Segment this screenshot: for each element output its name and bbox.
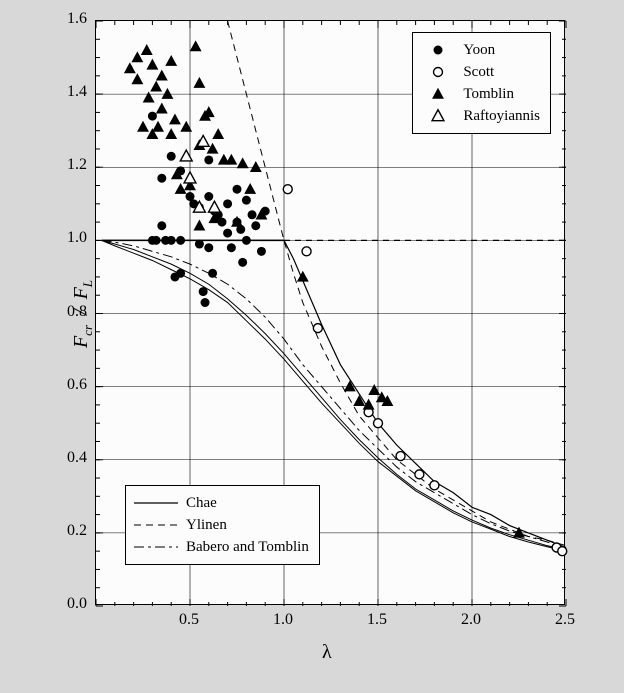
legend-label: Babero and Tomblin — [186, 539, 309, 556]
tick-label: 1.0 — [67, 229, 87, 247]
legend-label: Scott — [463, 64, 494, 81]
legend-item: Chae — [134, 492, 309, 514]
legend-label: Chae — [186, 495, 217, 512]
legend-label: Yoon — [463, 42, 495, 59]
tick-label: 2.0 — [461, 611, 481, 629]
tick-label: 2.5 — [555, 611, 575, 629]
tick-label: 1.4 — [67, 83, 87, 101]
legend-label: Tomblin — [463, 86, 514, 103]
figure: Fcr / FL λ 0.51.01.52.02.50.00.20.40.60.… — [0, 0, 624, 693]
series-Yoon — [148, 112, 270, 307]
tick-label: 1.6 — [67, 10, 87, 28]
tick-label: 0.2 — [67, 522, 87, 540]
tick-label: 1.5 — [367, 611, 387, 629]
legend-item: Scott — [421, 61, 540, 83]
legend-label: Raftoyiannis — [463, 108, 540, 125]
legend-item: Ylinen — [134, 514, 309, 536]
legend-item: Babero and Tomblin — [134, 536, 309, 558]
tick-label: 0.5 — [179, 611, 199, 629]
x-axis-label: λ — [322, 641, 332, 664]
legend-label: Ylinen — [186, 517, 227, 534]
legend-lines: Chae Ylinen Babero and Tomblin — [125, 485, 320, 565]
tick-label: 0.8 — [67, 303, 87, 321]
legend-item: Yoon — [421, 39, 540, 61]
tick-label: 0.4 — [67, 449, 87, 467]
tick-label: 0.6 — [67, 376, 87, 394]
legend-item: Tomblin — [421, 83, 540, 105]
legend-item: Raftoyiannis — [421, 105, 540, 127]
tick-label: 1.2 — [67, 156, 87, 174]
legend-markers: Yoon Scott Tomblin Raftoyiannis — [412, 32, 551, 134]
tick-label: 0.0 — [67, 595, 87, 613]
tick-label: 1.0 — [273, 611, 293, 629]
